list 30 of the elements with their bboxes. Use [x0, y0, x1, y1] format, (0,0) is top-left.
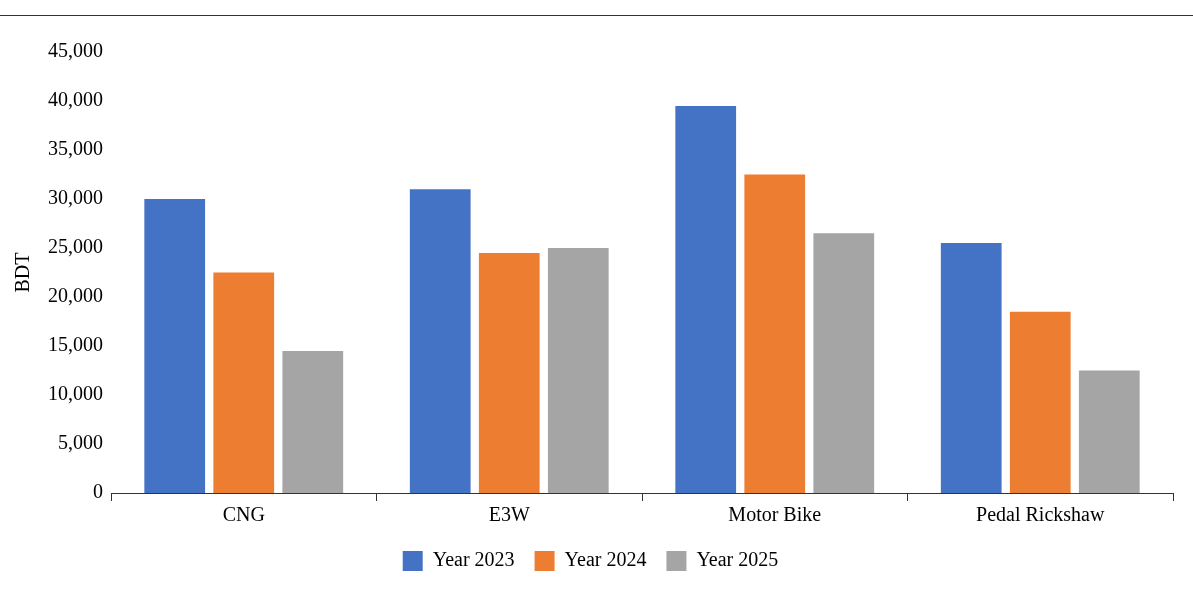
legend-label: Year 2024	[564, 548, 647, 571]
x-tick-label: Pedal Rickshaw	[976, 503, 1105, 526]
y-tick-label: 10,000	[48, 382, 103, 405]
bar	[1009, 311, 1071, 493]
bar	[478, 252, 540, 493]
y-tick-label: 20,000	[48, 284, 103, 307]
legend-label: Year 2025	[696, 548, 779, 571]
bar	[282, 350, 344, 493]
y-tick-label: 5,000	[58, 431, 103, 454]
bar	[409, 189, 471, 493]
bar	[547, 248, 609, 493]
bar	[940, 243, 1002, 493]
y-tick-label: 45,000	[48, 39, 103, 62]
y-tick-label: 35,000	[48, 137, 103, 160]
bar	[144, 199, 206, 493]
y-tick-label: 0	[93, 480, 103, 503]
bar	[675, 105, 737, 493]
bar	[1078, 370, 1140, 493]
y-tick-label: 40,000	[48, 88, 103, 111]
bar	[213, 272, 275, 493]
x-tick-label: E3W	[488, 503, 530, 526]
y-tick-label: 15,000	[48, 333, 103, 356]
y-tick-label: 25,000	[48, 235, 103, 258]
bar	[744, 174, 806, 493]
y-axis-title: BDT	[11, 252, 34, 293]
bar	[813, 233, 875, 493]
legend-label: Year 2023	[432, 548, 515, 571]
y-tick-label: 30,000	[48, 186, 103, 209]
x-tick-label: Motor Bike	[728, 503, 822, 526]
x-tick-label: CNG	[222, 503, 265, 526]
